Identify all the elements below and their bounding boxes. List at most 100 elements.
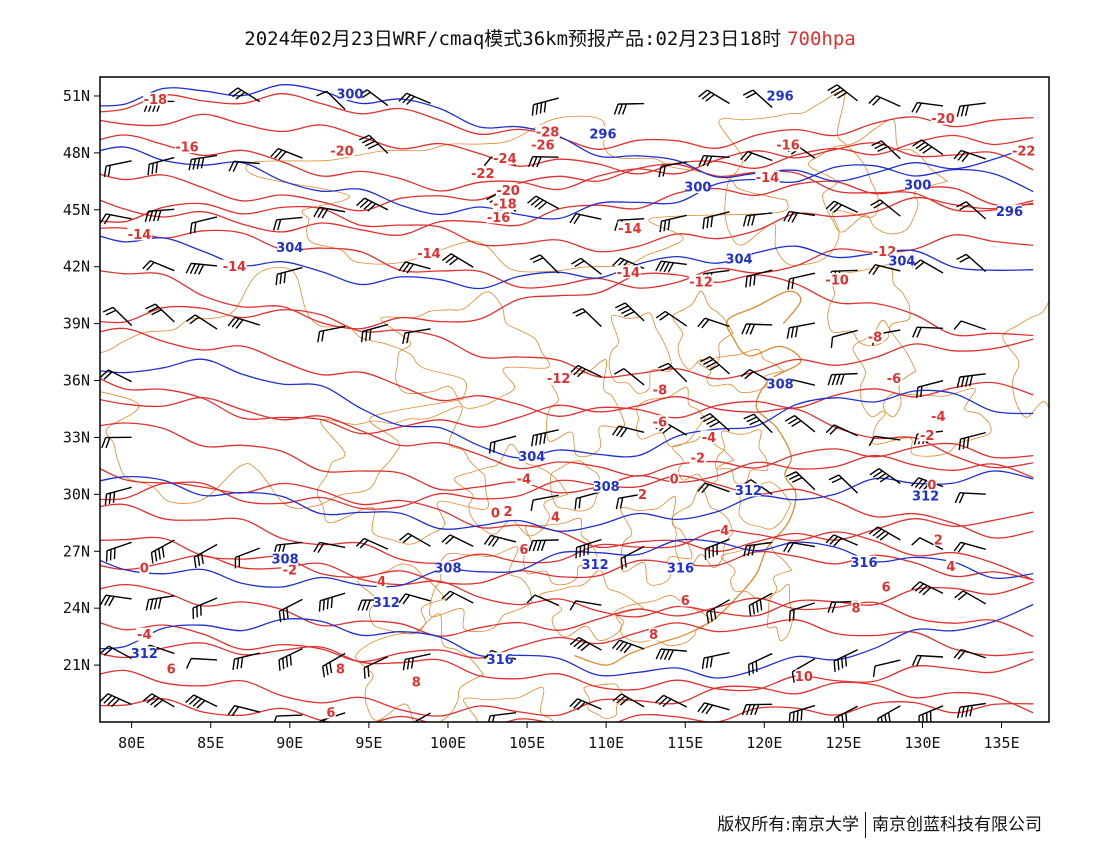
height-label-bg bbox=[851, 555, 877, 569]
wind-barb bbox=[360, 323, 389, 343]
lon-label: 80E bbox=[118, 734, 145, 752]
wind-barb bbox=[911, 654, 944, 667]
height-label-bg bbox=[337, 86, 363, 100]
wind-barb bbox=[872, 659, 901, 678]
wind-barb bbox=[275, 266, 303, 286]
wind-barb bbox=[698, 155, 730, 167]
temperature-isotherm bbox=[100, 698, 1034, 722]
height-label: 308 bbox=[593, 480, 620, 495]
wind-barb bbox=[228, 87, 261, 103]
temperature-label: -20 bbox=[330, 144, 354, 159]
wind-barb bbox=[278, 598, 303, 623]
wind-barb bbox=[100, 693, 132, 708]
temperature-label-bg bbox=[143, 92, 168, 106]
wind-barb bbox=[655, 260, 687, 273]
temperature-label: -16 bbox=[487, 211, 511, 226]
wind-barb bbox=[441, 253, 474, 268]
wind-barb bbox=[655, 648, 687, 661]
height-label: 312 bbox=[373, 596, 400, 611]
region-border bbox=[636, 386, 706, 447]
height-label: 296 bbox=[996, 205, 1023, 220]
wind-barb bbox=[527, 195, 560, 210]
height-label-bg bbox=[668, 561, 693, 575]
wind-barb bbox=[911, 101, 944, 114]
footer-divider bbox=[865, 812, 866, 838]
temperature-isotherm bbox=[100, 113, 1034, 175]
temperature-label-bg bbox=[411, 675, 422, 689]
temperature-label: 6 bbox=[519, 543, 528, 558]
lon-label: 105E bbox=[509, 734, 545, 752]
wind-barb bbox=[569, 600, 602, 611]
temperature-label: -18 bbox=[493, 198, 517, 213]
temperature-label: 2 bbox=[934, 533, 943, 548]
lat-label: 48N bbox=[63, 144, 90, 162]
height-label-bg bbox=[277, 240, 303, 254]
wind-barb bbox=[358, 134, 389, 154]
height-label: 308 bbox=[767, 378, 794, 393]
wind-barb bbox=[313, 541, 346, 554]
wind-barb bbox=[398, 92, 431, 105]
temperature-label-bg bbox=[824, 272, 850, 286]
wind-barb bbox=[742, 89, 773, 109]
wind-barb bbox=[569, 212, 602, 225]
temperature-label-bg bbox=[885, 371, 903, 385]
temperature-isotherm bbox=[100, 422, 1034, 494]
wind-barb bbox=[697, 482, 730, 494]
lon-label: 120E bbox=[746, 734, 782, 752]
wind-barb bbox=[272, 216, 303, 231]
temperature-label-bg bbox=[281, 563, 299, 577]
temperature-label-bg bbox=[416, 246, 442, 260]
wind-barb bbox=[956, 102, 986, 118]
wind-barb bbox=[868, 435, 901, 447]
wind-barb bbox=[786, 322, 816, 339]
region-border bbox=[697, 348, 785, 393]
wind-barb bbox=[788, 704, 816, 722]
wind-barb bbox=[825, 424, 858, 437]
wind-barb bbox=[398, 261, 431, 274]
wind-barb bbox=[956, 253, 987, 273]
temperature-label: 10 bbox=[795, 670, 813, 685]
wind-barb bbox=[193, 543, 218, 569]
lon-label: 115E bbox=[667, 734, 703, 752]
region-border bbox=[1002, 300, 1049, 418]
temperature-label: -14 bbox=[223, 260, 247, 275]
wind-barb bbox=[402, 653, 431, 671]
temperature-label-bg bbox=[720, 523, 730, 537]
height-label: 316 bbox=[487, 653, 514, 668]
temperature-label: -26 bbox=[531, 139, 555, 154]
wind-barb bbox=[100, 213, 132, 225]
temperature-label: 8 bbox=[649, 628, 658, 643]
wind-barb bbox=[571, 257, 602, 275]
temperature-label-bg bbox=[700, 430, 718, 444]
wind-barb bbox=[150, 539, 175, 564]
wind-barb bbox=[529, 254, 560, 274]
height-label-bg bbox=[272, 551, 298, 565]
temperature-label-bg bbox=[550, 510, 561, 524]
temperature-label-bg bbox=[616, 265, 641, 279]
height-label: 312 bbox=[131, 647, 158, 662]
province-borders bbox=[100, 90, 1049, 722]
title-level: 700hpa bbox=[787, 28, 856, 50]
wind-barb bbox=[655, 310, 688, 327]
wind-barb bbox=[702, 211, 730, 230]
height-label-bg bbox=[736, 483, 761, 497]
temperature-label: -12 bbox=[547, 372, 571, 387]
wind-barb bbox=[697, 702, 730, 715]
wind-barb bbox=[399, 532, 431, 547]
wind-barb bbox=[316, 90, 346, 111]
wind-barb bbox=[953, 149, 986, 163]
temperature-isotherm bbox=[100, 583, 1034, 638]
temperature-label: -8 bbox=[653, 383, 667, 398]
temperature-label-bg bbox=[795, 669, 813, 683]
height-label: 308 bbox=[271, 552, 298, 567]
temperature-label-bg bbox=[326, 705, 336, 719]
wind-barb bbox=[827, 84, 859, 102]
temperature-label-bg bbox=[929, 409, 947, 423]
temperature-isotherm bbox=[100, 467, 1034, 539]
wind-barb bbox=[698, 89, 730, 105]
temperature-label: 2 bbox=[638, 488, 647, 503]
wind-barb bbox=[185, 694, 218, 709]
wind-barb bbox=[101, 436, 132, 449]
temperature-isotherm bbox=[100, 503, 1034, 581]
wind-barb bbox=[747, 652, 773, 676]
